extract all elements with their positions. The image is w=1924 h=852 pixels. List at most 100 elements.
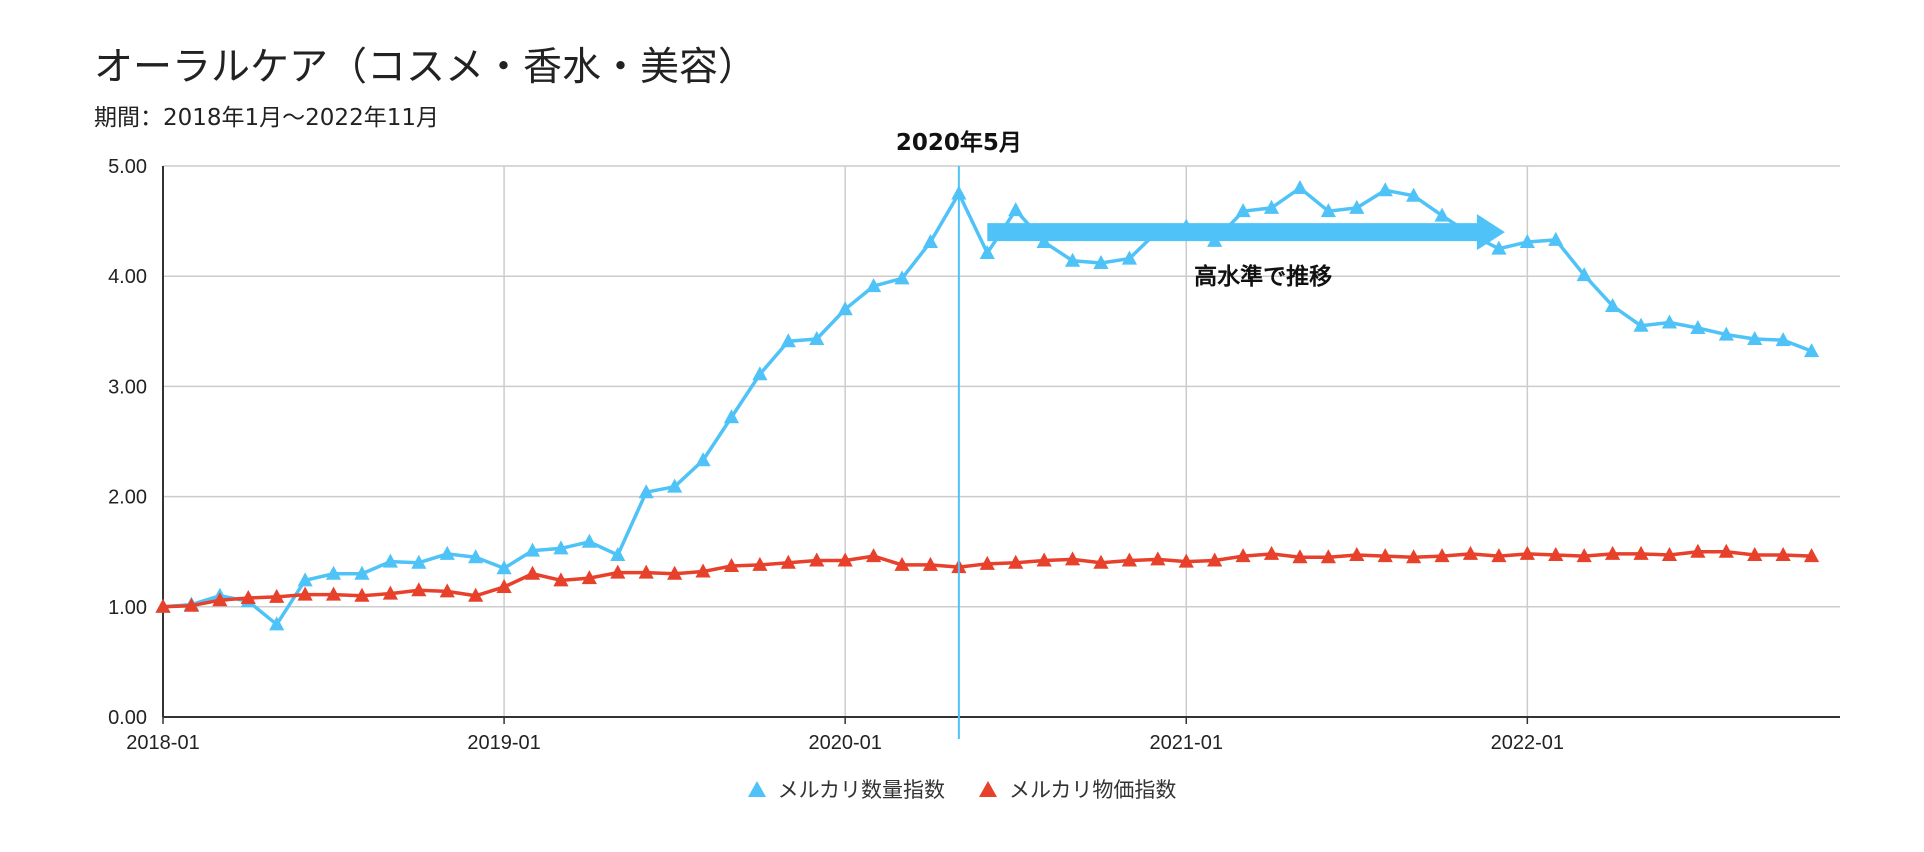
- data-point-0: [1775, 332, 1791, 347]
- data-point-0: [1491, 240, 1507, 255]
- data-point-1: [1718, 543, 1734, 558]
- data-point-0: [1320, 203, 1336, 218]
- data-point-0: [1605, 297, 1621, 312]
- data-point-0: [1235, 203, 1251, 218]
- data-point-1: [695, 563, 711, 578]
- data-point-1: [1207, 552, 1223, 567]
- y-tick-label: 2.00: [108, 487, 147, 509]
- data-point-0: [1576, 267, 1592, 282]
- data-point-1: [922, 556, 939, 571]
- data-point-1: [1576, 548, 1592, 563]
- data-point-1: [1434, 548, 1450, 563]
- data-point-0: [1690, 319, 1706, 334]
- data-point-0: [837, 301, 853, 316]
- data-point-1: [1775, 547, 1791, 562]
- data-point-0: [1434, 207, 1450, 222]
- legend-label: メルカリ数量指数: [777, 778, 945, 802]
- data-point-1: [1690, 543, 1706, 558]
- data-point-1: [1320, 549, 1336, 564]
- data-point-0: [667, 478, 683, 493]
- data-point-1: [1491, 548, 1507, 563]
- chart-title: オーラルケア（コスメ・香水・美容）: [94, 45, 758, 90]
- data-point-0: [809, 331, 825, 346]
- data-point-1: [809, 552, 825, 567]
- data-point-1: [1178, 553, 1194, 568]
- data-point-1: [610, 564, 626, 579]
- data-point-0: [297, 572, 313, 587]
- data-point-1: [269, 588, 285, 603]
- data-point-1: [1008, 554, 1024, 569]
- data-point-0: [894, 270, 910, 285]
- data-point-0: [496, 560, 512, 575]
- data-point-1: [1462, 545, 1479, 560]
- data-point-0: [780, 333, 796, 348]
- data-point-1: [524, 565, 541, 580]
- x-tick-label: 2018-01: [126, 732, 199, 754]
- data-point-1: [667, 565, 683, 580]
- legend-label: メルカリ物価指数: [1009, 778, 1177, 802]
- data-point-0: [1263, 199, 1280, 214]
- data-point-0: [1661, 314, 1678, 329]
- data-point-1: [1406, 549, 1422, 564]
- annotation-arrow-label: 高水準で推移: [1194, 263, 1332, 290]
- y-tick-label: 4.00: [108, 266, 147, 288]
- x-tick-label: 2022-01: [1491, 732, 1564, 754]
- legend: メルカリ数量指数 メルカリ物価指数: [0, 774, 1924, 804]
- data-point-0: [638, 484, 654, 499]
- data-point-0: [1519, 234, 1535, 249]
- data-point-0: [1349, 199, 1365, 214]
- data-point-0: [325, 565, 342, 580]
- y-tick-label: 3.00: [108, 376, 147, 398]
- data-point-0: [581, 533, 597, 548]
- data-point-1: [1121, 552, 1138, 567]
- data-point-1: [865, 548, 882, 563]
- data-point-1: [439, 583, 455, 598]
- data-point-0: [354, 565, 370, 580]
- annotation-vline-label: 2020年5月: [896, 129, 1022, 156]
- x-tick-label: 2020-01: [808, 732, 881, 754]
- data-point-0: [695, 452, 711, 467]
- data-point-1: [1605, 545, 1621, 560]
- data-point-1: [1150, 551, 1166, 566]
- data-point-1: [780, 554, 796, 569]
- data-point-0: [1633, 317, 1649, 332]
- data-point-1: [382, 585, 398, 600]
- data-point-0: [1292, 180, 1308, 195]
- data-point-0: [610, 547, 626, 562]
- data-point-1: [1747, 547, 1763, 562]
- chart-subtitle: 期間：2018年1月〜2022年11月: [94, 105, 439, 131]
- data-point-1: [638, 564, 654, 579]
- data-point-1: [1235, 548, 1251, 563]
- data-point-0: [723, 409, 740, 424]
- data-point-0: [468, 549, 484, 564]
- y-tick-label: 1.00: [108, 597, 147, 619]
- data-point-0: [1377, 182, 1393, 197]
- data-point-1: [411, 582, 427, 597]
- data-point-1: [581, 570, 597, 585]
- data-point-0: [1008, 202, 1024, 217]
- data-point-1: [1064, 551, 1081, 566]
- annotation-arrow: [987, 214, 1505, 251]
- data-point-1: [183, 597, 200, 612]
- data-point-0: [1747, 331, 1763, 346]
- data-point-1: [1803, 548, 1820, 563]
- data-point-1: [325, 586, 342, 601]
- data-point-1: [240, 589, 256, 604]
- data-point-1: [1036, 552, 1052, 567]
- legend-marker-icon: [979, 781, 997, 797]
- data-point-0: [1121, 250, 1138, 265]
- data-point-1: [723, 558, 740, 573]
- data-point-0: [1406, 187, 1422, 202]
- data-point-1: [752, 556, 768, 571]
- data-point-1: [1519, 545, 1535, 560]
- data-point-0: [269, 616, 285, 631]
- legend-item-quantity: メルカリ数量指数: [747, 774, 945, 804]
- data-point-1: [553, 572, 569, 587]
- data-point-1: [1661, 547, 1678, 562]
- data-point-0: [1548, 231, 1564, 246]
- data-point-0: [382, 553, 398, 568]
- data-point-1: [297, 586, 313, 601]
- data-point-1: [496, 578, 512, 593]
- legend-item-price: メルカリ物価指数: [979, 774, 1176, 804]
